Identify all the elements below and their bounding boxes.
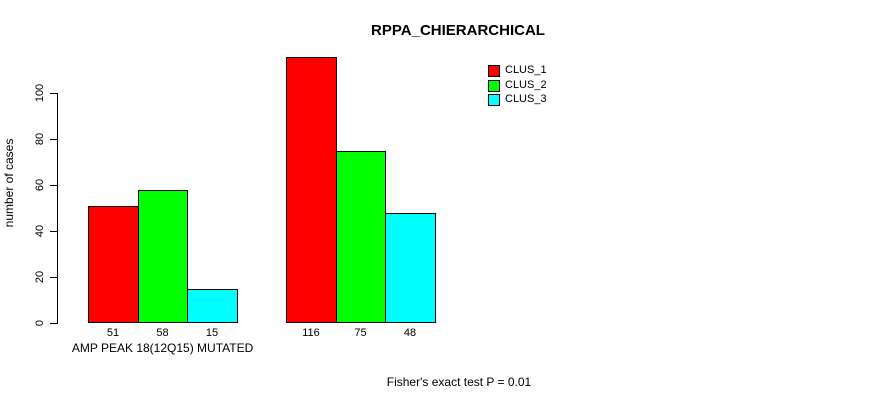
y-tick-label: 60 (34, 178, 46, 192)
bar-value-label: 116 (302, 327, 320, 339)
bar (385, 213, 436, 323)
bar (138, 190, 188, 323)
legend-label: CLUS_2 (505, 79, 547, 91)
y-tick (50, 277, 57, 278)
bar-value-label: 75 (354, 327, 367, 339)
y-tick-label: 80 (34, 132, 46, 146)
legend-label: CLUS_3 (505, 93, 547, 105)
y-tick (50, 139, 57, 140)
bar (336, 151, 386, 323)
y-axis-line (57, 93, 58, 324)
bar-value-label: 15 (205, 327, 219, 339)
y-tick-label: 20 (34, 270, 46, 284)
legend-label: CLUS_1 (505, 64, 547, 76)
y-tick-label: 40 (34, 224, 46, 238)
bar-value-label: 51 (106, 327, 120, 339)
y-tick-label: 100 (34, 83, 46, 103)
bar-value-label: 58 (156, 327, 169, 339)
y-axis-label: number of cases (2, 138, 16, 228)
footnote: Fisher's exact test P = 0.01 (386, 375, 532, 389)
bar (187, 289, 238, 323)
y-tick (50, 185, 57, 186)
legend-swatch (488, 65, 500, 77)
bar (286, 57, 337, 323)
bar (88, 206, 139, 323)
y-tick (50, 323, 57, 324)
bar-value-label: 48 (403, 327, 417, 339)
y-tick (50, 231, 57, 232)
y-tick-label: 0 (34, 319, 46, 327)
chart-title: RPPA_CHIERARCHICAL (371, 22, 545, 39)
legend-swatch (488, 80, 500, 92)
x-axis-group-label: AMP PEAK 18(12Q15) MUTATED (71, 341, 254, 355)
y-tick (50, 93, 57, 94)
legend-swatch (488, 94, 500, 106)
